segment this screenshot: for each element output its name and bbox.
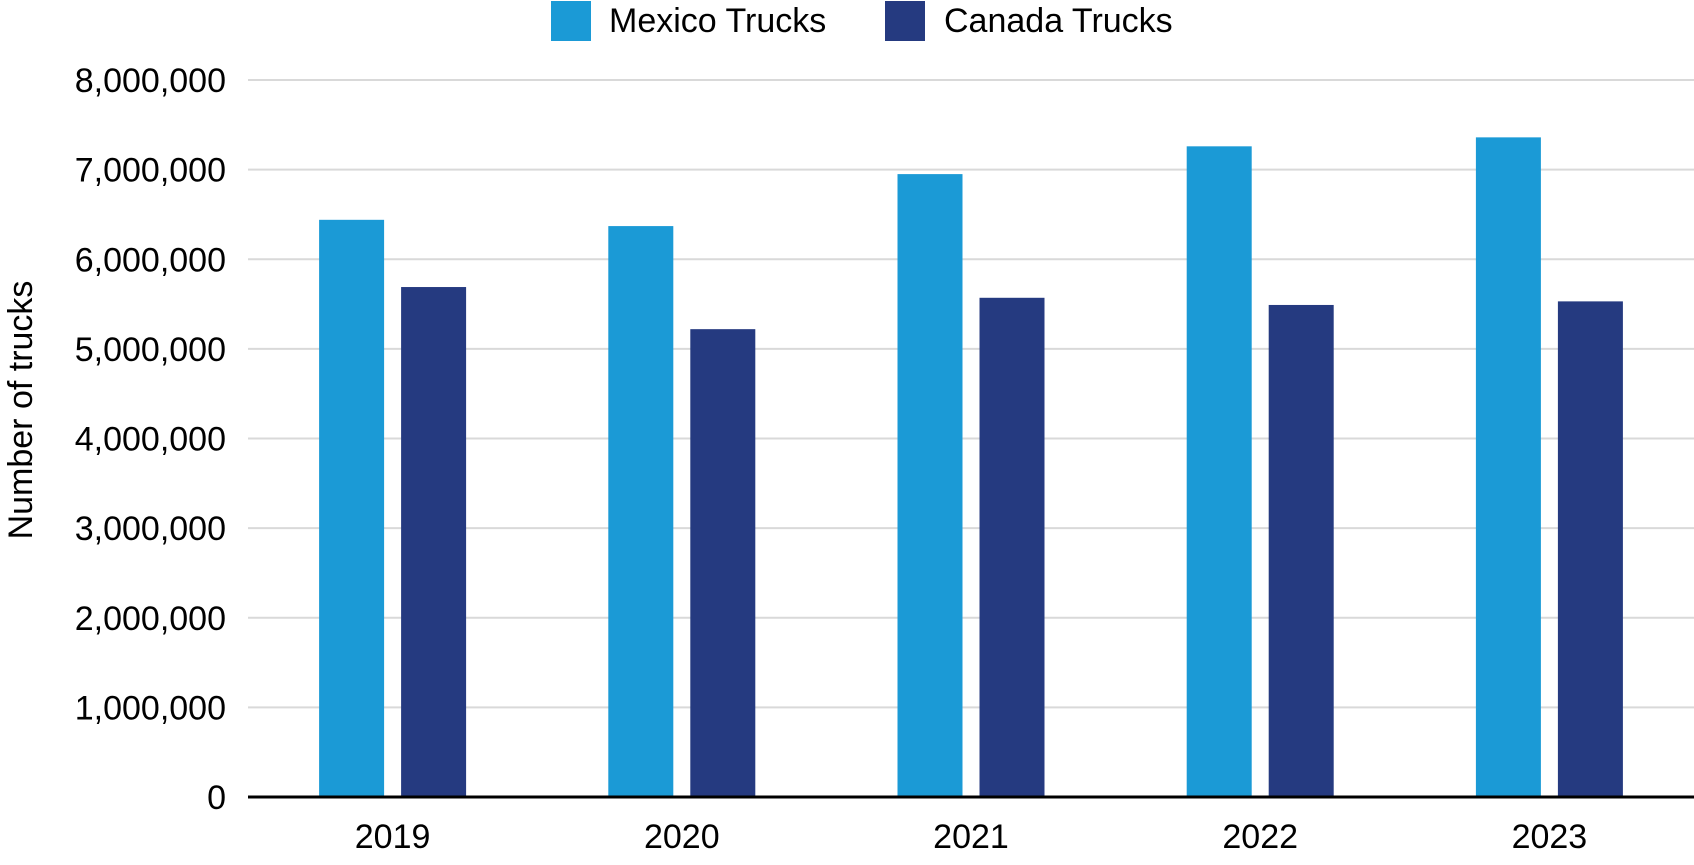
y-tick-label: 7,000,000 [75,152,226,190]
legend-swatch [885,1,925,41]
legend-label: Mexico Trucks [609,2,826,40]
y-tick-label: 0 [207,779,226,817]
legend-label: Canada Trucks [944,2,1173,40]
bars [319,137,1623,798]
y-tick-label: 5,000,000 [75,331,226,369]
y-tick-label: 6,000,000 [75,241,226,279]
bar-mexico-trucks-2019 [319,219,385,797]
bar-mexico-trucks-2020 [608,226,674,797]
bar-canada-trucks-2022 [1268,304,1334,797]
y-tick-label: 1,000,000 [75,689,226,727]
x-axis-tick-labels: 2019 2020 2021 2022 2023 [355,818,1587,856]
bar-canada-trucks-2020 [690,329,756,797]
gridlines [248,79,1694,709]
x-tick-label: 2022 [1222,818,1298,856]
y-tick-label: 8,000,000 [75,62,226,100]
y-tick-label: 3,000,000 [75,510,226,548]
y-axis-label: Number of trucks [2,281,40,540]
bar-canada-trucks-2023 [1557,301,1623,797]
bar-canada-trucks-2021 [979,297,1045,797]
x-tick-label: 2020 [644,818,720,856]
bar-mexico-trucks-2023 [1475,137,1541,798]
legend-swatch [551,1,591,41]
x-tick-label: 2021 [933,818,1009,856]
bar-mexico-trucks-2021 [897,174,963,797]
y-tick-label: 4,000,000 [75,421,226,459]
x-tick-label: 2023 [1512,818,1588,856]
bar-canada-trucks-2019 [401,287,467,797]
bar-mexico-trucks-2022 [1186,146,1252,797]
y-axis-tick-labels: 0 1,000,000 2,000,000 3,000,000 4,000,000 5,0… [75,62,226,817]
y-tick-label: 2,000,000 [75,600,226,638]
x-tick-label: 2019 [355,818,431,856]
legend: Mexico Trucks Canada Trucks [551,1,1173,41]
